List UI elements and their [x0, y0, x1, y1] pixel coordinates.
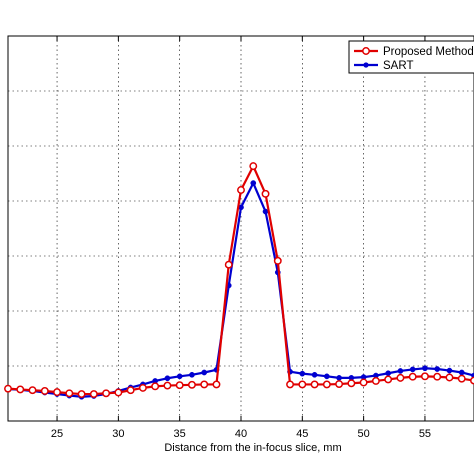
legend-box	[348, 40, 474, 74]
data-point	[189, 371, 195, 378]
data-point	[299, 370, 306, 377]
gridlines	[8, 36, 474, 421]
data-point	[420, 372, 429, 381]
data-point	[65, 389, 74, 398]
data-point	[385, 370, 392, 377]
x-tick-label: 25	[51, 428, 63, 440]
data-point	[237, 186, 245, 194]
x-tick-label: 55	[419, 428, 431, 440]
data-point	[176, 373, 183, 380]
data-point	[310, 380, 319, 389]
data-point	[77, 390, 86, 398]
data-point	[433, 372, 442, 381]
data-point	[409, 366, 416, 373]
data-point	[286, 380, 295, 389]
data-point	[298, 380, 307, 389]
x-tick-label: 45	[296, 428, 308, 440]
data-point	[273, 256, 282, 265]
data-point	[408, 372, 417, 381]
data-point	[322, 380, 331, 389]
data-point	[175, 381, 184, 390]
data-point	[114, 388, 123, 397]
legend-item: SART	[354, 60, 413, 72]
data-point	[446, 367, 453, 374]
data-point	[397, 368, 404, 374]
legend-swatch-marker	[363, 62, 369, 68]
data-point	[126, 386, 135, 395]
data-point	[138, 383, 147, 392]
data-point	[422, 365, 428, 372]
data-point	[187, 380, 196, 389]
data-point	[445, 373, 454, 382]
data-point	[371, 377, 380, 385]
data-point	[434, 366, 441, 372]
data-point	[212, 380, 221, 389]
data-point	[224, 260, 233, 269]
data-point	[335, 380, 344, 388]
legend-label: SART	[383, 60, 413, 72]
data-point	[40, 387, 49, 395]
data-point	[311, 371, 318, 378]
x-axis-label: Distance from the in-focus slice, mm	[164, 442, 341, 454]
legend: Proposed Method SART	[348, 40, 474, 74]
data-point	[201, 369, 208, 376]
data-point	[458, 369, 465, 376]
legend-swatch-marker	[362, 47, 370, 55]
data-point	[53, 388, 62, 397]
series-layer	[4, 162, 474, 400]
data-point	[200, 380, 209, 389]
data-point	[396, 373, 405, 382]
data-point	[457, 374, 466, 383]
data-point	[249, 162, 258, 171]
legend-label: Proposed Method	[383, 46, 474, 58]
data-point	[89, 390, 98, 398]
x-tick-label: 50	[358, 428, 370, 440]
data-point	[336, 375, 342, 381]
data-point	[250, 180, 257, 186]
x-tick-label: 40	[235, 428, 247, 440]
data-point	[16, 385, 25, 394]
data-point	[164, 375, 171, 382]
legend-item: Proposed Method	[354, 46, 474, 58]
data-point	[323, 373, 330, 380]
series-sart	[5, 180, 474, 400]
plot-area	[7, 35, 474, 422]
x-tick-label: 35	[174, 428, 186, 440]
data-point	[347, 379, 356, 388]
data-point	[102, 389, 111, 398]
data-point	[4, 384, 12, 393]
data-point	[151, 382, 160, 391]
x-axis-ticks: 25 30 35 40 45 50 55	[51, 36, 431, 440]
x-tick-label: 30	[112, 428, 124, 440]
data-point	[28, 386, 37, 395]
series-proposed-method	[4, 162, 474, 398]
data-point	[163, 381, 172, 390]
data-point	[359, 378, 368, 387]
data-point	[384, 375, 393, 384]
data-point	[261, 189, 270, 198]
